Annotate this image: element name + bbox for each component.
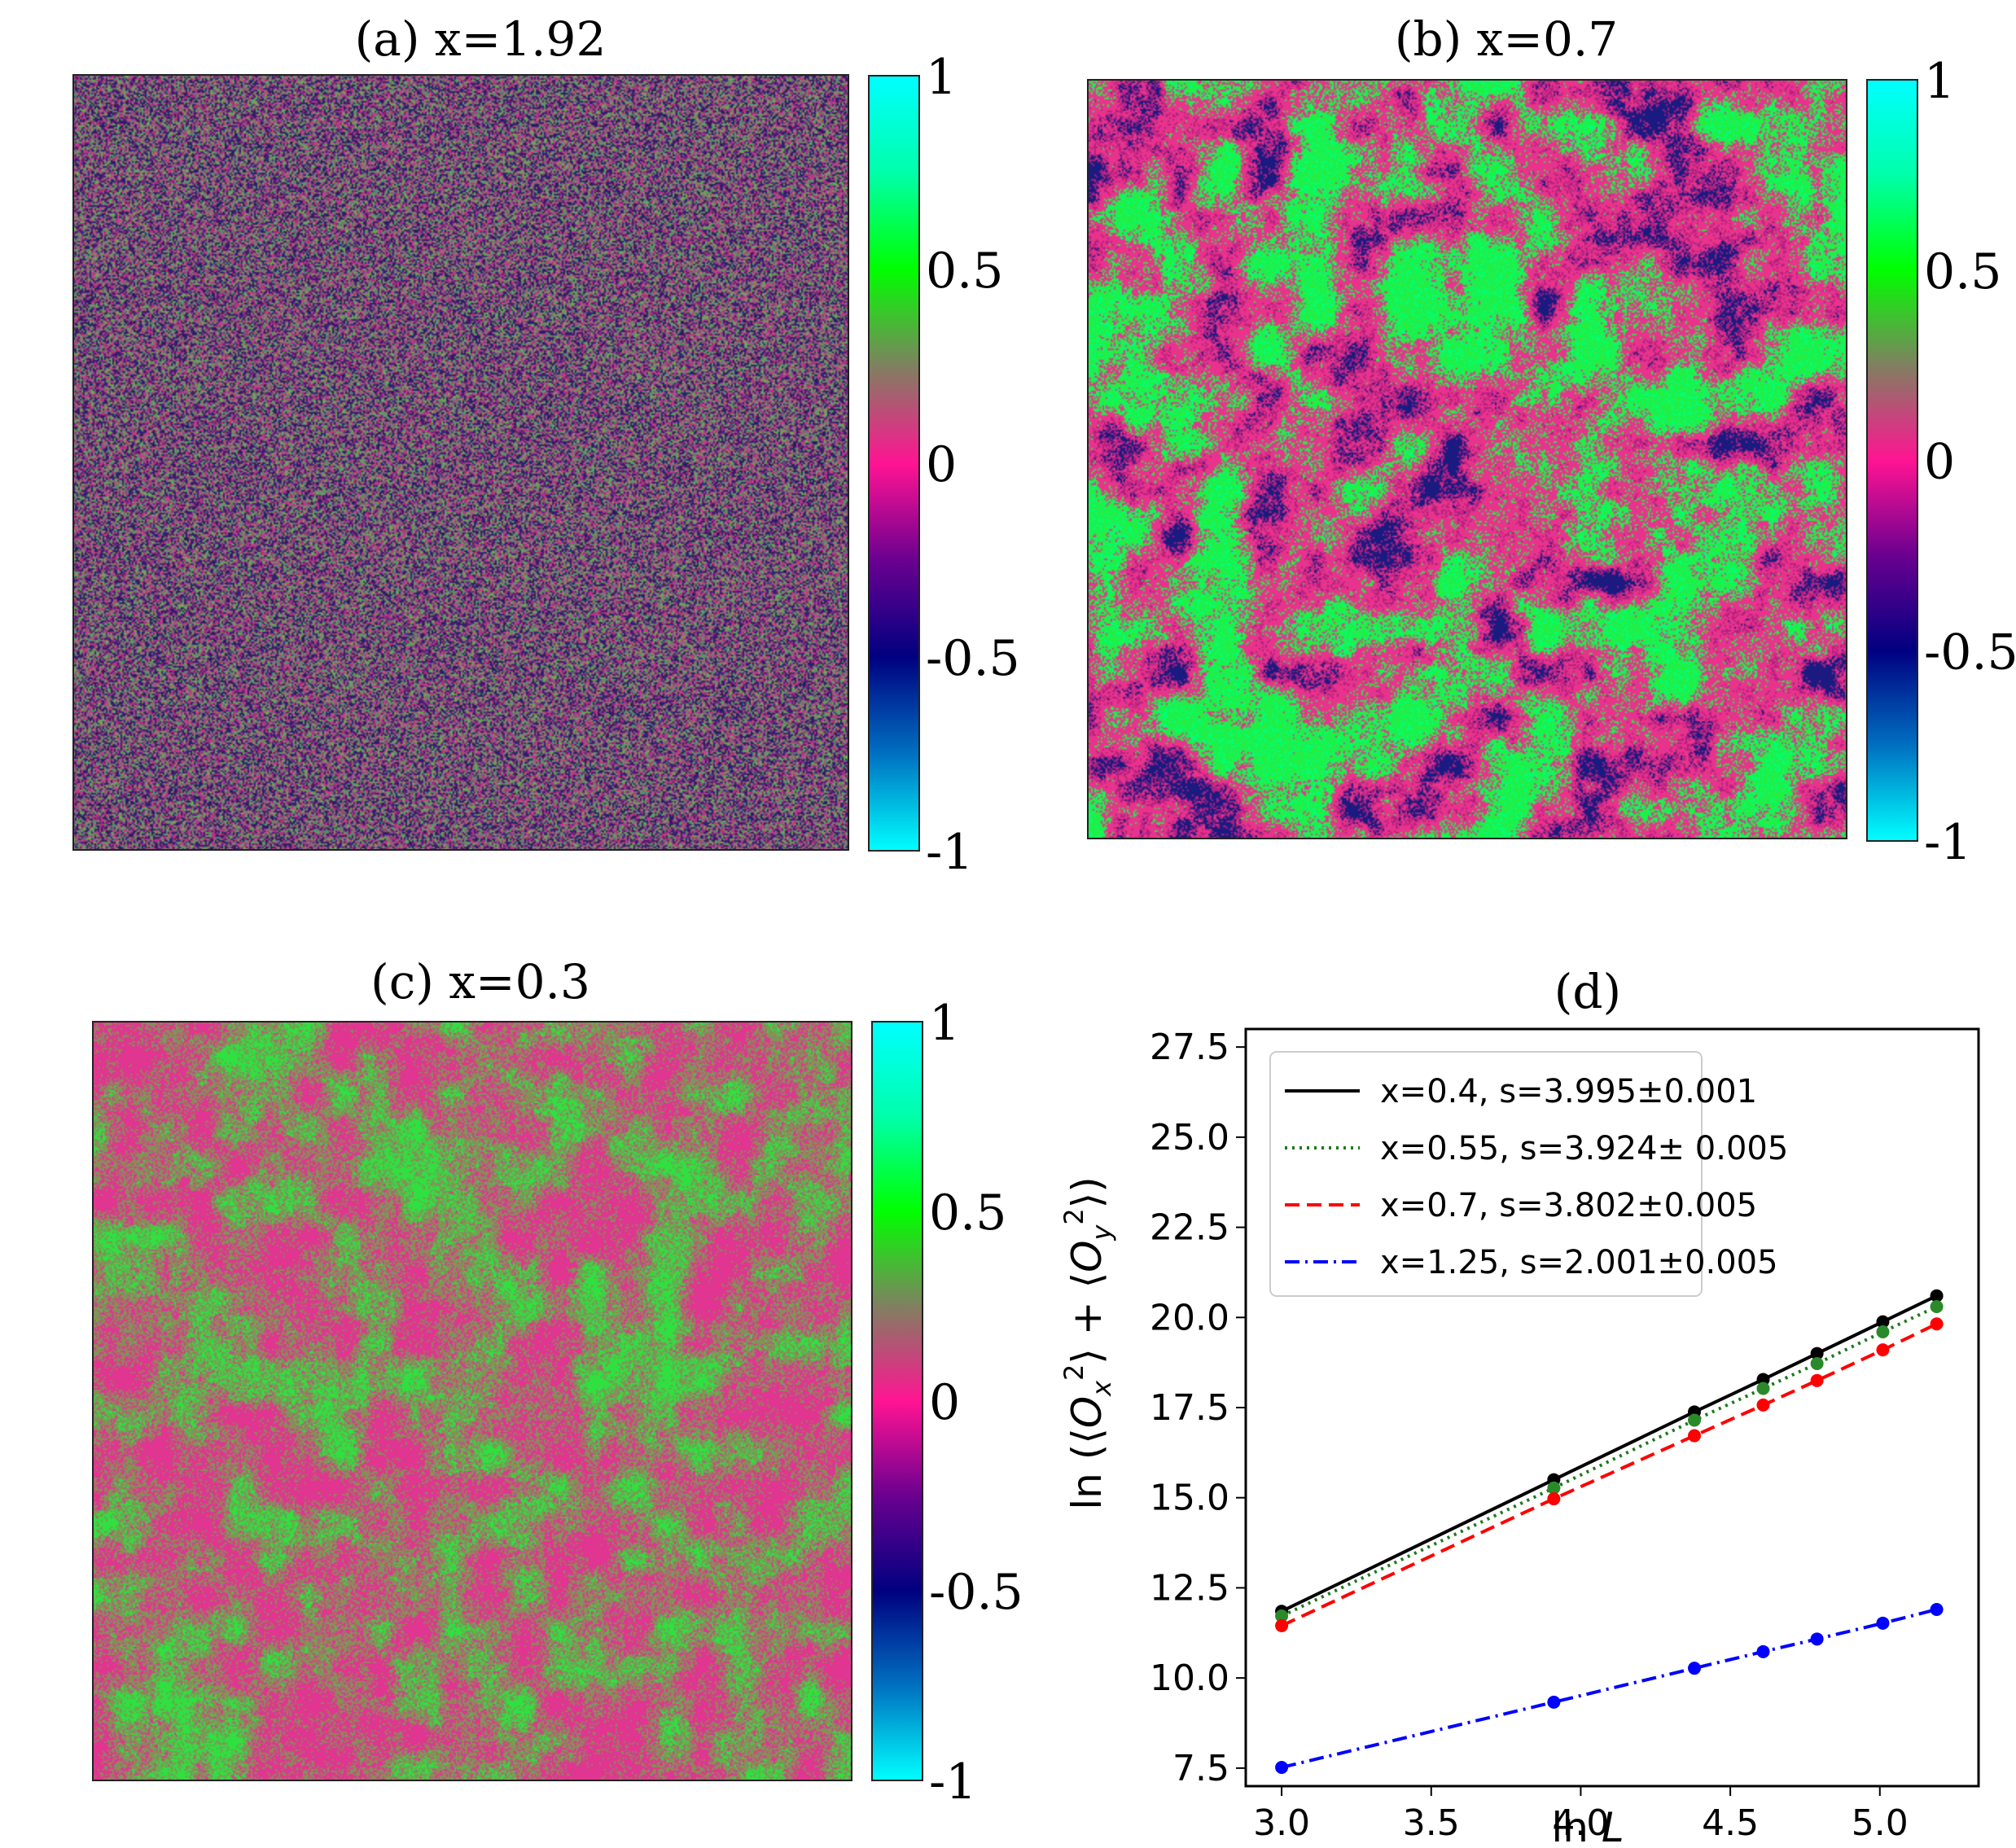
- colorbar-c: 1 0.5 0 -0.5 -1: [871, 995, 1023, 1811]
- series-2-point: [1688, 1429, 1702, 1443]
- colorbar-tick-label: -0.5: [1924, 624, 2016, 681]
- series-2-point: [1547, 1492, 1561, 1506]
- y-axis-label: ln (⟨Ox2⟩ + ⟨Oy2⟩): [1058, 1176, 1117, 1510]
- axis-ticks: 3.0 3.5 4.0 4.5 5.0 7.5 10.0 12.5 15.0 17.5 20.0 22…: [1150, 1027, 1909, 1844]
- y-tick-label: 27.5: [1150, 1027, 1229, 1068]
- series-1-point: [1930, 1300, 1944, 1313]
- colorbar-tick-label: 0: [926, 436, 957, 493]
- y-tick-label: 17.5: [1150, 1387, 1229, 1429]
- colorbar-tick-label: -0.5: [926, 630, 1020, 687]
- x-tick-label: 4.0: [1552, 1802, 1609, 1844]
- series-line-2: [1281, 1322, 1938, 1627]
- y-tick-label: 7.5: [1172, 1748, 1229, 1789]
- colorbar-tick-label: 1: [1924, 53, 1955, 110]
- colorbar-tick-label: 1: [926, 49, 957, 106]
- y-axis-label-group: ln (⟨Ox2⟩ + ⟨Oy2⟩): [1058, 1176, 1117, 1510]
- panel-c-frame: [92, 1021, 852, 1781]
- y-tick-label: 20.0: [1150, 1297, 1229, 1338]
- series-3-point: [1688, 1662, 1702, 1675]
- legend-entry: x=0.7, s=3.802±0.005: [1380, 1187, 1757, 1224]
- panel-b-title: (b) x=0.7: [1395, 11, 1618, 67]
- series-line-0: [1281, 1294, 1938, 1614]
- series-3-point: [1876, 1616, 1890, 1630]
- colorbar-b: 1 0.5 0 -0.5 -1: [1866, 53, 2016, 871]
- panel-a-title: (a) x=1.92: [355, 11, 607, 67]
- series-1-point: [1876, 1325, 1890, 1338]
- series-3-point: [1275, 1760, 1289, 1774]
- series-3-point: [1756, 1644, 1770, 1658]
- series-group: [1275, 1289, 1944, 1774]
- panel-b: (b) x=0.7 1 0.5 0 -0.5 -1: [1087, 11, 2016, 871]
- legend-entry: x=0.55, s=3.924± 0.005: [1380, 1130, 1788, 1167]
- series-3-point: [1810, 1632, 1824, 1646]
- series-2-point: [1876, 1343, 1890, 1357]
- series-2-point: [1756, 1398, 1770, 1412]
- series-0-point: [1756, 1373, 1770, 1386]
- legend: x=0.4, s=3.995±0.001 x=0.55, s=3.924± 0.0…: [1269, 1051, 1788, 1297]
- legend-entry: x=0.4, s=3.995±0.001: [1380, 1073, 1757, 1110]
- x-tick-label: 4.5: [1702, 1802, 1759, 1844]
- colorbar-tick-label: 0.5: [929, 1185, 1006, 1241]
- series-0-point: [1810, 1347, 1824, 1360]
- y-tick-label: 15.0: [1150, 1478, 1229, 1519]
- series-2-point: [1930, 1317, 1944, 1331]
- series-1-point: [1810, 1356, 1824, 1370]
- series-3-point: [1930, 1603, 1944, 1616]
- series-1-point: [1275, 1609, 1289, 1622]
- colorbar-tick-label: -0.5: [929, 1564, 1023, 1621]
- series-0-point: [1930, 1289, 1944, 1303]
- series-0-point: [1876, 1315, 1890, 1329]
- x-tick-label: 3.5: [1403, 1802, 1460, 1844]
- colorbar-scale: [868, 75, 920, 852]
- colorbar-tick-label: 0.5: [926, 243, 1003, 300]
- x-tick-label: 5.0: [1852, 1802, 1909, 1844]
- y-tick-label: 22.5: [1150, 1207, 1229, 1249]
- colorbar-tick-label: 0: [1924, 434, 1955, 491]
- panel-a-frame: [72, 74, 849, 851]
- series-3-point: [1547, 1695, 1561, 1709]
- panel-b-frame: [1087, 79, 1847, 839]
- series-line-1: [1281, 1305, 1938, 1618]
- panel-c-title: (c) x=0.3: [370, 954, 590, 1009]
- series-1-point: [1756, 1382, 1770, 1395]
- x-axis-label-var: L: [1602, 1804, 1624, 1848]
- panel-c-heatmap: [93, 1022, 852, 1780]
- series-1-point: [1688, 1413, 1702, 1427]
- panel-a: (a) x=1.92 1 0.5 0 -0.5 -1: [72, 11, 1020, 881]
- y-tick-label: 25.0: [1150, 1117, 1229, 1158]
- series-line-3: [1281, 1608, 1938, 1769]
- colorbar-scale: [1866, 79, 1918, 842]
- x-tick-label: 3.0: [1253, 1802, 1310, 1844]
- chart-title: (d): [1554, 964, 1621, 1019]
- y-tick-label: 10.0: [1150, 1658, 1229, 1699]
- legend-entry: x=1.25, s=2.001±0.005: [1380, 1244, 1778, 1281]
- colorbar-scale: [871, 1021, 923, 1781]
- series-1-point: [1547, 1481, 1561, 1495]
- colorbar-tick-label: -1: [926, 824, 973, 881]
- colorbar-tick-label: 0: [929, 1374, 960, 1431]
- panel-c: (c) x=0.3 1 0.5 0 -0.5 -1: [92, 954, 1023, 1811]
- colorbar-tick-label: -1: [929, 1754, 976, 1811]
- colorbar-tick-label: -1: [1924, 814, 1971, 871]
- series-2-point: [1275, 1618, 1289, 1632]
- legend-box: [1269, 1051, 1703, 1297]
- x-axis-label: ln L: [1551, 1804, 1624, 1848]
- y-tick-label: 12.5: [1150, 1567, 1229, 1609]
- panel-d-chart: (d) ln L ln (⟨Ox2⟩ + ⟨Oy2⟩) 3.0 3.5 4.0 4.5…: [1058, 964, 1980, 1848]
- plot-frame: [1244, 1027, 1980, 1788]
- series-2-point: [1810, 1373, 1824, 1387]
- panel-b-heatmap: [1088, 80, 1847, 839]
- panel-a-heatmap: [73, 75, 848, 850]
- colorbar-a: 1 0.5 0 -0.5 -1: [868, 49, 1020, 881]
- colorbar-tick-label: 1: [929, 995, 960, 1052]
- colorbar-tick-label: 0.5: [1924, 243, 2001, 300]
